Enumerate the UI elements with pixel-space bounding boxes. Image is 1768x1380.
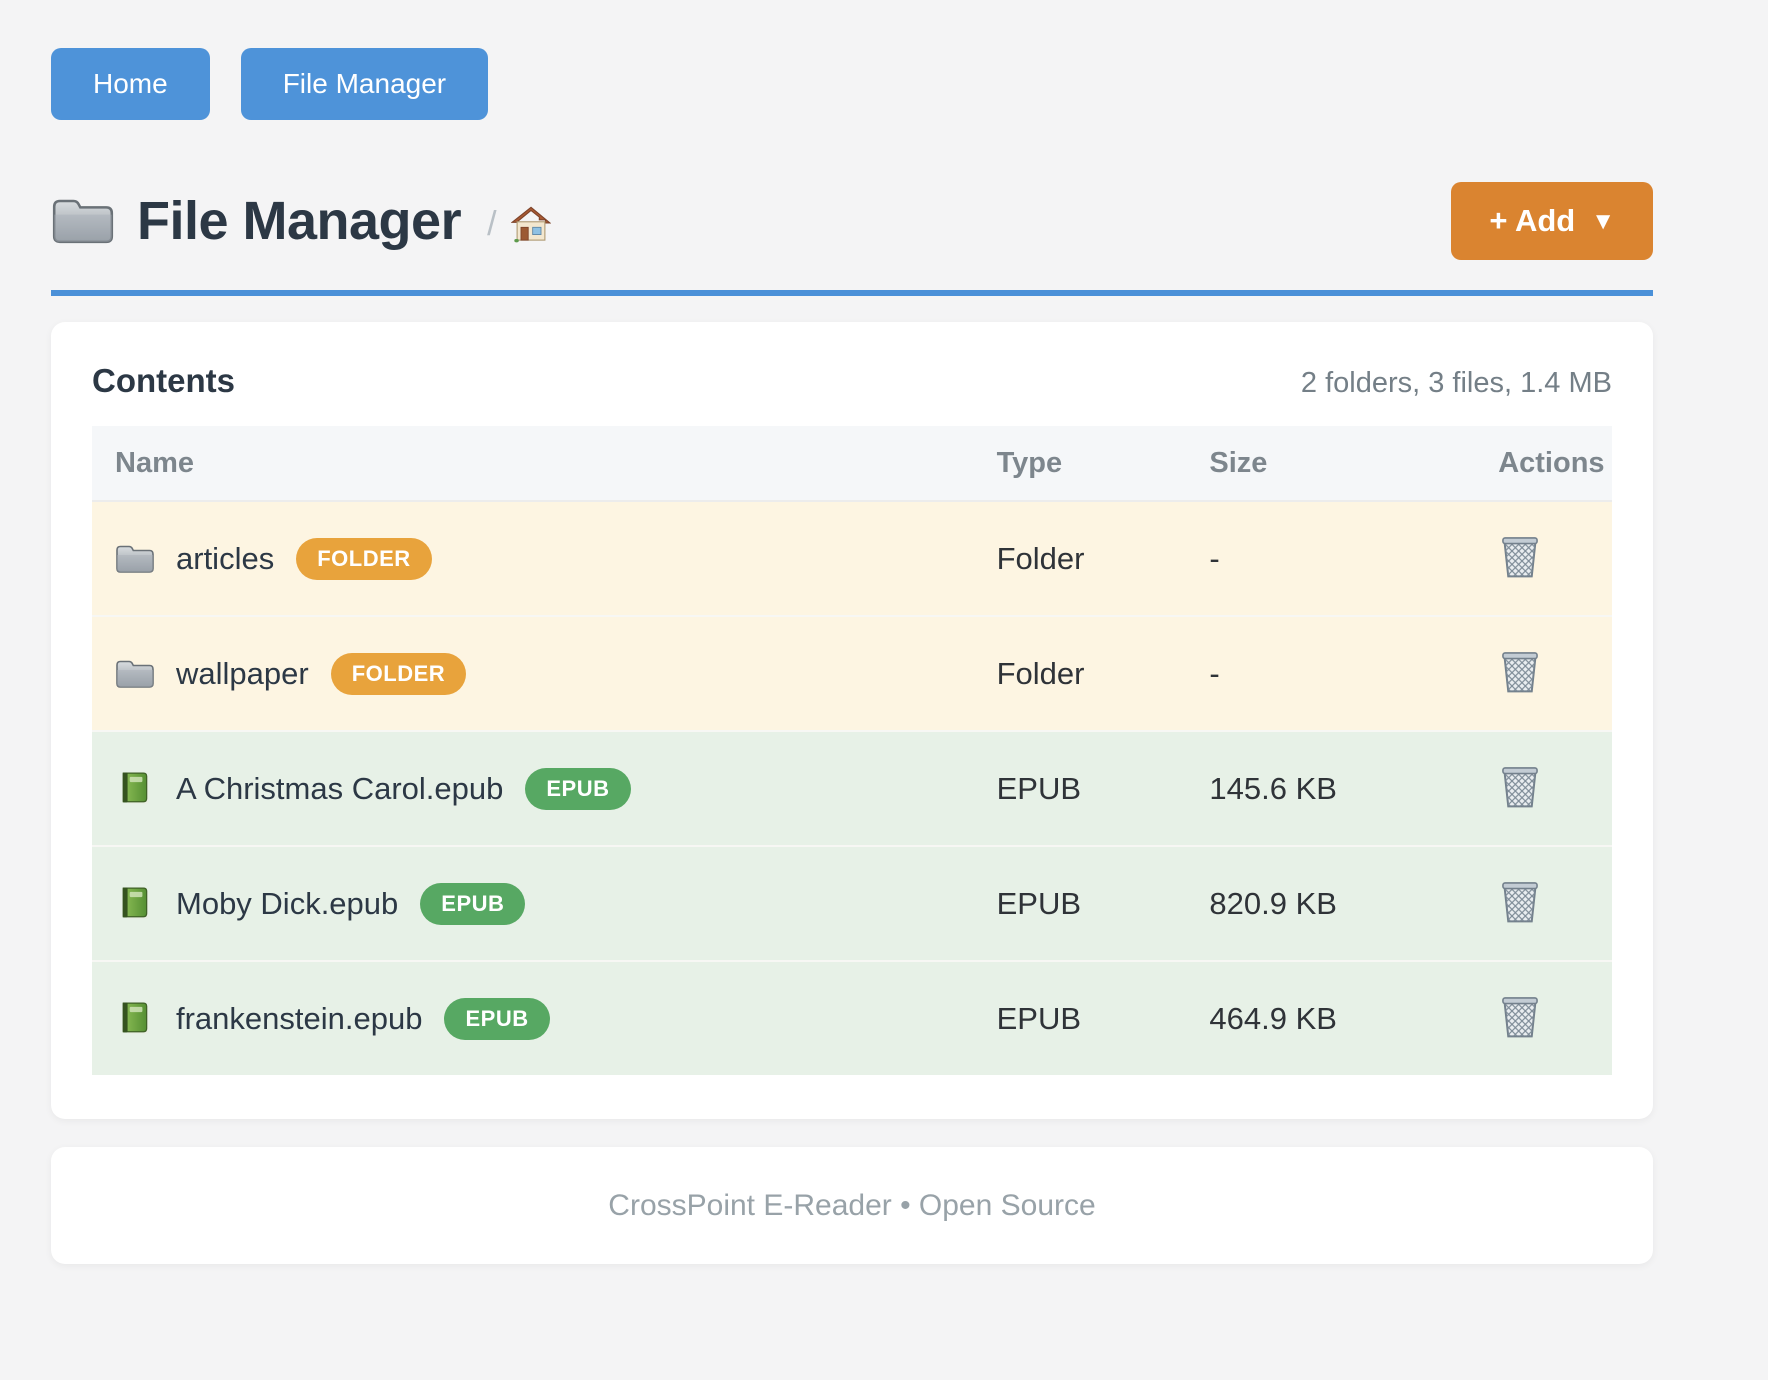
table-row: frankenstein.epub EPUB EPUB 464.9 KB [92,960,1612,1075]
trash-button[interactable] [1498,531,1542,579]
nav-file-manager-button[interactable]: File Manager [240,48,489,120]
type-badge: EPUB [525,767,631,810]
size-cell: 820.9 KB [1209,885,1337,921]
file-name[interactable]: wallpaper [176,655,309,691]
add-button[interactable]: + Add ▼ [1451,182,1653,260]
page-header: File Manager / + Add ▼ [51,182,1653,260]
type-badge: EPUB [420,882,526,925]
type-badge: FOLDER [296,537,432,580]
file-name[interactable]: frankenstein.epub [176,1000,423,1036]
type-badge: FOLDER [330,652,467,695]
folder-icon [51,195,115,247]
add-button-label: + Add [1489,203,1576,238]
table-row: wallpaper FOLDER Folder - [92,615,1612,730]
footer: CrossPoint E-Reader • Open Source [51,1147,1653,1264]
file-name[interactable]: A Christmas Carol.epub [176,770,504,806]
column-header-size: Size [1209,446,1268,479]
book-icon [115,1001,155,1037]
trash-button[interactable] [1498,876,1542,924]
house-icon[interactable] [510,205,551,243]
type-cell: EPUB [996,770,1082,806]
contents-title: Contents [92,362,235,399]
table-header-row: Name Type Size Actions [92,426,1612,502]
column-header-name: Name [115,446,194,479]
size-cell: - [1209,540,1220,576]
column-header-actions: Actions [1498,446,1605,479]
book-icon [115,886,155,922]
folder-icon [115,656,155,692]
trash-button[interactable] [1498,761,1542,809]
column-header-type: Type [996,446,1063,479]
trash-button[interactable] [1498,646,1542,694]
file-table: Name Type Size Actions articles FOLDER F… [92,426,1612,1075]
trash-button[interactable] [1498,991,1542,1039]
page-title: File Manager [137,191,462,251]
table-row: Moby Dick.epub EPUB EPUB 820.9 KB [92,845,1612,960]
footer-text: CrossPoint E-Reader • Open Source [608,1188,1096,1222]
type-badge: EPUB [444,997,550,1040]
breadcrumb-separator: / [487,204,497,243]
header-divider [51,290,1653,296]
table-row: articles FOLDER Folder - [92,502,1612,615]
contents-summary: 2 folders, 3 files, 1.4 MB [1300,367,1612,399]
table-body: articles FOLDER Folder - wallpaper FOLDE… [92,502,1612,1075]
file-name[interactable]: Moby Dick.epub [176,885,399,921]
caret-down-icon: ▼ [1591,208,1615,235]
top-nav: Home File Manager [51,48,1653,120]
size-cell: - [1209,655,1220,691]
type-cell: Folder [996,540,1085,576]
type-cell: EPUB [996,1000,1082,1036]
type-cell: EPUB [996,885,1082,921]
table-row: A Christmas Carol.epub EPUB EPUB 145.6 K… [92,730,1612,845]
size-cell: 145.6 KB [1209,770,1337,806]
book-icon [115,771,155,807]
folder-icon [115,541,155,577]
contents-card: Contents 2 folders, 3 files, 1.4 MB Name… [51,322,1653,1119]
file-name[interactable]: articles [176,540,275,576]
type-cell: Folder [996,655,1085,691]
nav-home-button[interactable]: Home [51,48,210,120]
size-cell: 464.9 KB [1209,1000,1337,1036]
